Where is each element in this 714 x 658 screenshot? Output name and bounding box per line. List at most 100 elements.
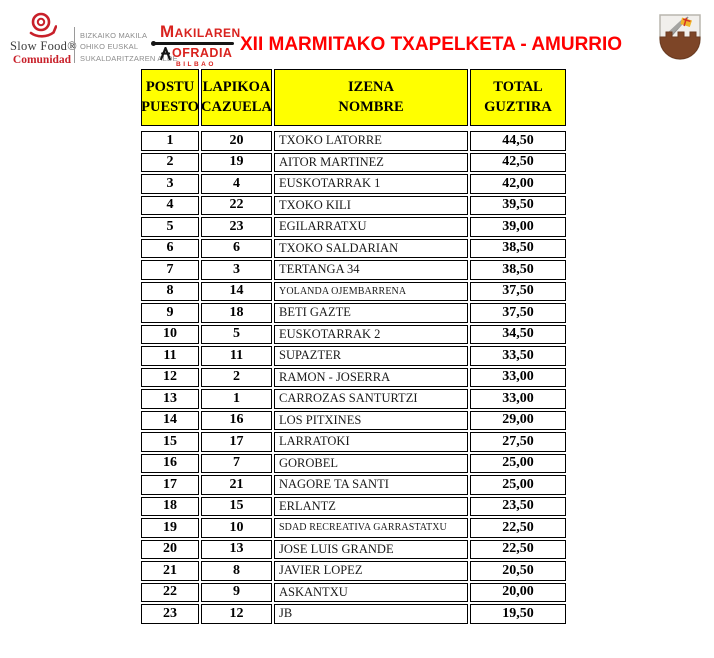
team-name-cell: JOSE LUIS GRANDE [274,539,468,559]
pot-number-cell: 20 [201,131,272,151]
team-name-cell: YOLANDA OJEMBARRENA [274,281,468,301]
table-row: 6 6 TXOKO SALDARIAN 38,50 [141,238,566,258]
score-cell: 34,50 [470,324,566,344]
rank-cell: 23 [141,604,199,624]
table-row: 1 20 TXOKO LATORRE 44,50 [141,131,566,151]
team-name-cell: TXOKO SALDARIAN [274,238,468,258]
header-lapikoa-line2: CAZUELA [201,98,272,115]
pot-number-cell: 5 [201,324,272,344]
pot-number-cell: 9 [201,582,272,602]
team-name-cell: NAGORE TA SANTI [274,475,468,495]
rank-cell: 9 [141,303,199,323]
rank-cell: 1 [141,131,199,151]
ofradia-text: OFRADIA [172,46,233,60]
makila-stick-icon [151,41,234,46]
score-cell: 38,50 [470,238,566,258]
pot-number-cell: 2 [201,367,272,387]
table-row: 10 5 EUSKOTARRAK 2 34,50 [141,324,566,344]
page-title: XII MARMITAKO TXAPELKETA - AMURRIO [240,34,623,55]
table-row: 12 2 RAMON - JOSERRA 33,00 [141,367,566,387]
pot-number-cell: 18 [201,303,272,323]
table-row: 20 13 JOSE LUIS GRANDE 22,50 [141,539,566,559]
pot-number-cell: 3 [201,260,272,280]
pot-number-cell: 15 [201,496,272,516]
header-total: TOTAL GUZTIRA [470,69,566,126]
team-name-cell: CARROZAS SANTURTZI [274,389,468,409]
table-row: 21 8 JAVIER LOPEZ 20,50 [141,561,566,581]
rank-cell: 17 [141,475,199,495]
pot-number-cell: 7 [201,453,272,473]
makilaren-kofradia-logo: MAKILAREN OFRADIA BILBAO [151,22,248,68]
team-name-cell: TXOKO LATORRE [274,131,468,151]
header-total-line1: TOTAL [493,78,543,95]
results-table: POSTU PUESTO LAPIKOA CAZUELA IZENA NOMBR… [141,69,566,626]
team-name-cell: ERLANTZ [274,496,468,516]
table-row: 13 1 CARROZAS SANTURTZI 33,00 [141,389,566,409]
pot-number-cell: 17 [201,432,272,452]
table-row: 7 3 TERTANGA 34 38,50 [141,260,566,280]
rank-cell: 20 [141,539,199,559]
rank-cell: 14 [141,410,199,430]
table-row: 16 7 GOROBEL 25,00 [141,453,566,473]
score-cell: 23,50 [470,496,566,516]
rank-cell: 21 [141,561,199,581]
pot-number-cell: 11 [201,346,272,366]
header-izena-line1: IZENA [348,78,394,95]
team-name-cell: EGILARRATXU [274,217,468,237]
pot-number-cell: 19 [201,152,272,172]
kofradia-k-figure-icon [160,46,171,60]
score-cell: 29,00 [470,410,566,430]
makilaren-m: M [160,22,175,41]
team-name-cell: SUPAZTER [274,346,468,366]
rank-cell: 19 [141,518,199,538]
header-postu: POSTU PUESTO [141,69,199,126]
rank-cell: 12 [141,367,199,387]
header-postu-line2: PUESTO [141,98,199,115]
header-izena-line2: NOMBRE [338,98,404,115]
bizkaiko-line-2: OHIKO EUSKAL [80,42,139,52]
pot-number-cell: 6 [201,238,272,258]
logo-divider [74,27,75,63]
score-cell: 37,50 [470,281,566,301]
rank-cell: 6 [141,238,199,258]
header-lapikoa: LAPIKOA CAZUELA [201,69,272,126]
makilaren-rest: AKILAREN [174,26,241,40]
team-name-cell: JB [274,604,468,624]
makilaren-wordmark: MAKILAREN [160,22,248,42]
table-row: 8 14 YOLANDA OJEMBARRENA 37,50 [141,281,566,301]
score-cell: 33,00 [470,389,566,409]
score-cell: 44,50 [470,131,566,151]
score-cell: 33,50 [470,346,566,366]
rank-cell: 10 [141,324,199,344]
team-name-cell: JAVIER LOPEZ [274,561,468,581]
team-name-cell: EUSKOTARRAK 2 [274,324,468,344]
score-cell: 42,00 [470,174,566,194]
rank-cell: 16 [141,453,199,473]
pot-number-cell: 13 [201,539,272,559]
bizkaiko-makila-text: BIZKAIKO MAKILA OHIKO EUSKAL SUKALDARITZ… [80,30,178,64]
table-row: 4 22 TXOKO KILI 39,50 [141,195,566,215]
team-name-cell: EUSKOTARRAK 1 [274,174,468,194]
slow-food-name: Slow Food® [10,39,78,53]
score-cell: 19,50 [470,604,566,624]
table-row: 19 10 SDAD RECREATIVA GARRASTATXU 22,50 [141,518,566,538]
pot-number-cell: 8 [201,561,272,581]
table-row: 9 18 BETI GAZTE 37,50 [141,303,566,323]
table-row: 5 23 EGILARRATXU 39,00 [141,217,566,237]
team-name-cell: TXOKO KILI [274,195,468,215]
bilbao-text: BILBAO [176,61,216,68]
table-row: 22 9 ASKANTXU 20,00 [141,582,566,602]
table-row: 18 15 ERLANTZ 23,50 [141,496,566,516]
rank-cell: 7 [141,260,199,280]
team-name-cell: BETI GAZTE [274,303,468,323]
pot-number-cell: 10 [201,518,272,538]
rank-cell: 18 [141,496,199,516]
team-name-cell: SDAD RECREATIVA GARRASTATXU [274,518,468,538]
score-cell: 33,00 [470,367,566,387]
team-name-cell: RAMON - JOSERRA [274,367,468,387]
table-row: 11 11 SUPAZTER 33,50 [141,346,566,366]
amurrio-crest-icon [659,14,701,60]
rank-cell: 13 [141,389,199,409]
score-cell: 20,00 [470,582,566,602]
